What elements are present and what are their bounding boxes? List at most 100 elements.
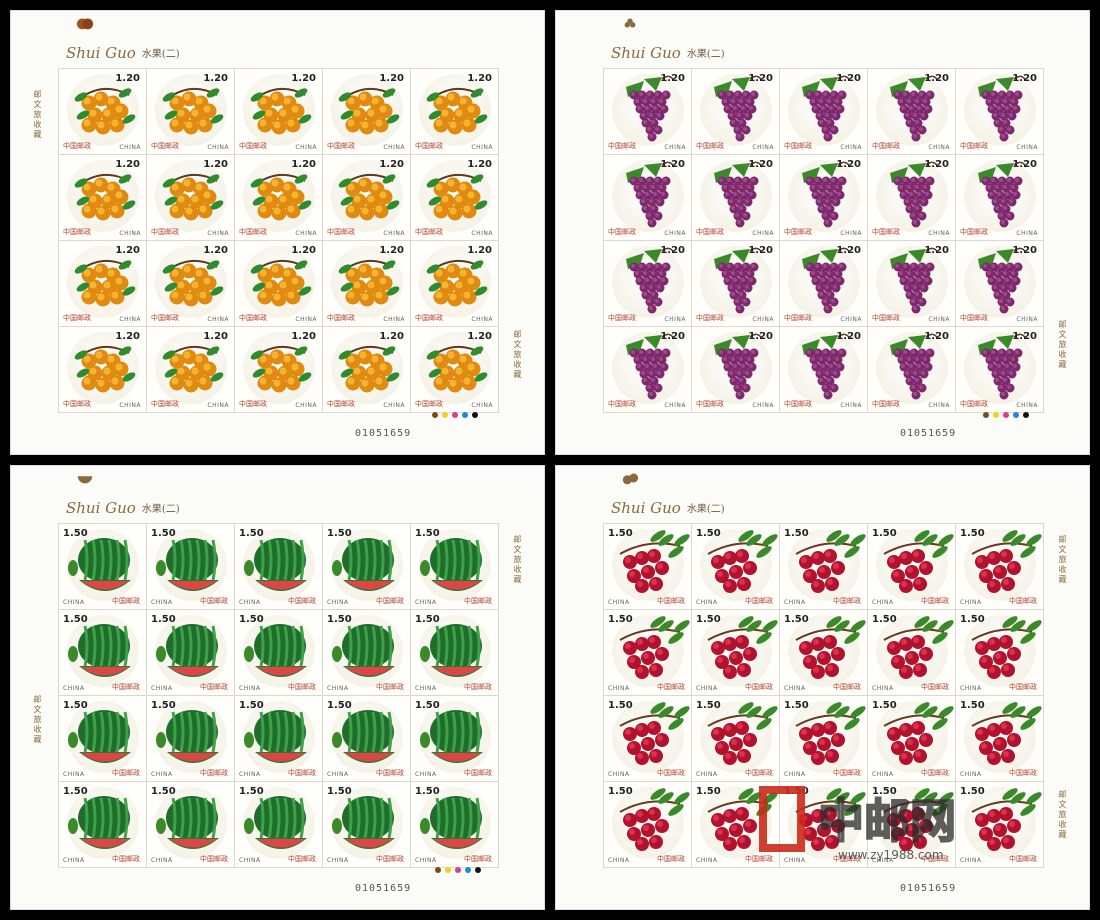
stamp-denomination: 1.20 (660, 331, 685, 342)
stamp-post-label: 中国邮政 (151, 142, 179, 150)
stamp-denomination: 1.50 (415, 614, 440, 625)
fruit-logo-icon (622, 473, 639, 485)
stamp-country: CHINA (840, 316, 862, 323)
watermelon-illustration (244, 710, 307, 763)
stamp-denomination: 1.50 (960, 614, 985, 625)
stamp-denomination: 1.50 (960, 786, 985, 797)
stamp-apricot: 1.20 中国邮政 CHINA (323, 155, 411, 241)
stamp-post-label: 中国邮政 (112, 855, 140, 863)
sheet-logo: Shui Guo (611, 44, 681, 62)
stamp-country: CHINA (664, 230, 686, 237)
apricot-illustration (338, 174, 400, 221)
stamp-lychee: 1.50 中国邮政 CHINA (868, 696, 956, 782)
grape-illustration (890, 333, 939, 400)
stamp-country: CHINA (151, 685, 173, 692)
stamp-country: CHINA (752, 402, 774, 409)
stamp-post-label: 中国邮政 (415, 228, 443, 236)
stamp-country: CHINA (928, 144, 950, 151)
stamp-denomination: 1.20 (291, 159, 316, 170)
site-watermark: 中邮网 www.zy1988.com (759, 786, 957, 862)
stamp-post-label: 中国邮政 (239, 314, 267, 322)
stamp-watermelon: 1.50 中国邮政 CHINA (147, 524, 235, 610)
stamp-apricot: 1.20 中国邮政 CHINA (59, 241, 147, 327)
stamp-post-label: 中国邮政 (112, 769, 140, 777)
grape-illustration (626, 75, 675, 142)
stamp-country: CHINA (1016, 316, 1038, 323)
stamp-apricot: 1.20 中国邮政 CHINA (59, 155, 147, 241)
grape-illustration (626, 161, 675, 228)
stamp-country: CHINA (383, 144, 405, 151)
stamp-denomination: 1.20 (203, 331, 228, 342)
stamp-denomination: 1.50 (696, 786, 721, 797)
grape-illustration (978, 161, 1027, 228)
stamp-apricot: 1.20 中国邮政 CHINA (147, 327, 235, 413)
apricot-illustration (162, 346, 224, 393)
side-inscription-right-lower: 邮文旅收藏 (1058, 790, 1067, 840)
stamp-post-label: 中国邮政 (872, 314, 900, 322)
sheet-subtitle: 水果(二) (686, 49, 725, 60)
stamp-watermelon: 1.50 中国邮政 CHINA (411, 782, 499, 868)
stamp-post-label: 中国邮政 (415, 400, 443, 408)
stamp-sheet-grape: Shui Guo 水果(二) 1.20 中国邮政 CHINA 1.20 中国邮政 CHIN… (555, 10, 1090, 455)
apricot-illustration (338, 88, 400, 135)
stamp-country: CHINA (119, 144, 141, 151)
stamp-apricot: 1.20 中国邮政 CHINA (235, 69, 323, 155)
stamp-denomination: 1.50 (327, 528, 352, 539)
stamp-denomination: 1.20 (291, 245, 316, 256)
apricot-illustration (426, 174, 488, 221)
fruit-logo-icon (77, 476, 93, 484)
lychee-illustration (795, 616, 866, 679)
stamp-grid: 1.20 中国邮政 CHINA 1.20 中国邮政 CHINA 1.20 中国邮政 CHINA 1… (603, 68, 1044, 413)
fruit-logo-icon (624, 18, 636, 28)
watermark-url: www.zy1988.com (838, 848, 944, 862)
stamp-post-label: 中国邮政 (784, 400, 812, 408)
sheet-header: Shui Guo 水果(二) (611, 14, 725, 62)
stamp-lychee: 1.50 中国邮政 CHINA (604, 524, 692, 610)
stamp-denomination: 1.50 (327, 786, 352, 797)
stamp-apricot: 1.20 中国邮政 CHINA (147, 69, 235, 155)
stamp-country: CHINA (383, 230, 405, 237)
stamp-denomination: 1.50 (415, 700, 440, 711)
grape-illustration (890, 75, 939, 142)
stamp-country: CHINA (471, 402, 493, 409)
stamp-post-label: 中国邮政 (327, 400, 355, 408)
serial-number: 01051659 (900, 428, 957, 439)
stamp-country: CHINA (664, 402, 686, 409)
grape-illustration (978, 333, 1027, 400)
stamp-country: CHINA (608, 599, 630, 606)
grape-illustration (890, 161, 939, 228)
stamp-country: CHINA (327, 685, 349, 692)
stamp-country: CHINA (239, 857, 261, 864)
stamp-post-label: 中国邮政 (608, 228, 636, 236)
side-inscription-right: 邮文旅收藏 (1058, 535, 1067, 585)
stamp-denomination: 1.50 (415, 528, 440, 539)
stamp-apricot: 1.20 中国邮政 CHINA (323, 69, 411, 155)
stamp-post-label: 中国邮政 (608, 400, 636, 408)
stamp-grid: 1.50 中国邮政 CHINA 1.50 中国邮政 CHINA 1.50 中国邮政 CHINA 1… (603, 523, 1044, 868)
stamp-denomination: 1.50 (608, 614, 633, 625)
stamp-lychee: 1.50 中国邮政 CHINA (956, 782, 1044, 868)
sheet-logo: Shui Guo (66, 44, 136, 62)
stamp-denomination: 1.20 (836, 73, 861, 84)
stamp-apricot: 1.20 中国邮政 CHINA (59, 327, 147, 413)
stamp-grape: 1.20 中国邮政 CHINA (780, 155, 868, 241)
stamp-country: CHINA (119, 316, 141, 323)
stamp-country: CHINA (664, 144, 686, 151)
stamp-denomination: 1.50 (63, 528, 88, 539)
stamp-denomination: 1.50 (239, 700, 264, 711)
watermelon-illustration (332, 710, 395, 763)
watermelon-illustration (244, 624, 307, 677)
stamp-post-label: 中国邮政 (200, 769, 228, 777)
lychee-illustration (883, 616, 954, 679)
sheet-subtitle: 水果(二) (686, 504, 725, 515)
stamp-watermelon: 1.50 中国邮政 CHINA (147, 696, 235, 782)
stamp-denomination: 1.20 (115, 331, 140, 342)
stamp-country: CHINA (295, 230, 317, 237)
stamp-watermelon: 1.50 中国邮政 CHINA (235, 782, 323, 868)
stamp-denomination: 1.20 (115, 73, 140, 84)
grape-illustration (626, 247, 675, 314)
lychee-illustration (795, 530, 866, 593)
stamp-denomination: 1.20 (467, 73, 492, 84)
stamp-country: CHINA (63, 771, 85, 778)
stamp-denomination: 1.50 (872, 786, 897, 797)
